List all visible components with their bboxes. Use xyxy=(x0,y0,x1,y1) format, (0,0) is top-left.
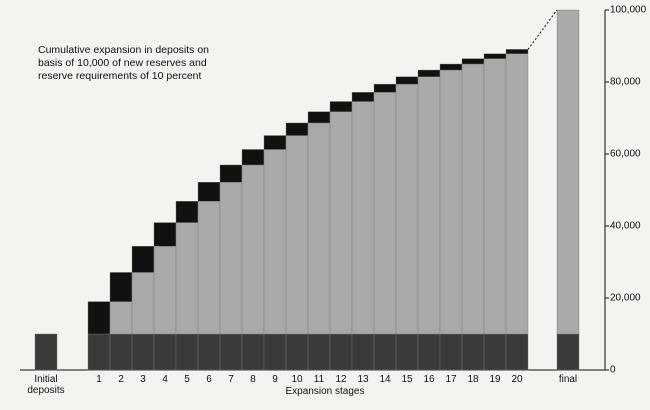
y-tick-label: 80,000 xyxy=(610,77,641,88)
x-tick-label: final xyxy=(558,374,578,385)
bar-segment xyxy=(307,122,331,335)
bar-segment xyxy=(329,111,353,335)
bar-segment xyxy=(109,333,133,371)
x-tick-label: Initial deposits xyxy=(27,374,65,396)
bar-segment xyxy=(439,63,463,71)
bar-segment xyxy=(263,149,287,335)
bar-segment xyxy=(109,301,133,335)
bar-segment xyxy=(439,69,463,335)
bar-segment xyxy=(285,333,309,371)
x-tick-label: 7 xyxy=(228,374,234,385)
bar-segment xyxy=(505,333,529,371)
bar-segment xyxy=(175,222,199,335)
bar-segment xyxy=(329,101,353,112)
bar-segment xyxy=(153,333,177,371)
bar-segment xyxy=(483,333,507,371)
bar-segment xyxy=(34,333,58,371)
bar-segment xyxy=(395,76,419,85)
bar-segment xyxy=(373,92,397,335)
bar-segment xyxy=(153,245,177,335)
bar-segment xyxy=(197,201,221,335)
x-tick-label: 19 xyxy=(489,374,501,385)
bar-segment xyxy=(439,333,463,371)
bar-segment xyxy=(285,122,309,136)
x-tick-label: 12 xyxy=(335,374,347,385)
bar-segment xyxy=(395,83,419,335)
bar-segment xyxy=(483,53,507,59)
bar-segment xyxy=(417,69,441,77)
bar-segment xyxy=(351,333,375,371)
bar-segment xyxy=(219,181,243,335)
bar-segment xyxy=(556,9,580,335)
y-tick-label: 60,000 xyxy=(610,149,641,160)
x-tick-label: 11 xyxy=(313,374,325,385)
bar-segment xyxy=(461,333,485,371)
bar-segment xyxy=(175,201,199,223)
bar-segment xyxy=(153,222,177,247)
bar-segment xyxy=(461,63,485,335)
x-tick-label: 18 xyxy=(467,374,479,385)
x-tick-label: 6 xyxy=(206,374,212,385)
bar-segment xyxy=(175,333,199,371)
bar-segment xyxy=(373,333,397,371)
x-tick-label: 10 xyxy=(291,374,303,385)
bar-segment xyxy=(285,135,309,335)
bar-segment xyxy=(556,333,580,371)
bar-segment xyxy=(241,164,265,335)
bar-segment xyxy=(131,272,155,335)
bar-segment xyxy=(109,272,133,302)
bar-segment xyxy=(395,333,419,371)
x-tick-label: 15 xyxy=(401,374,413,385)
bar-segment xyxy=(307,333,331,371)
annotation: Cumulative expansion in deposits on basi… xyxy=(38,44,210,82)
bar-segment xyxy=(307,111,331,124)
x-axis-label: Expansion stages xyxy=(285,386,365,397)
bar-segment xyxy=(373,83,397,93)
x-tick-label: 16 xyxy=(423,374,435,385)
bar-segment xyxy=(263,135,287,150)
x-tick-label: 8 xyxy=(250,374,256,385)
bar-segment xyxy=(197,181,221,202)
x-tick-label: 14 xyxy=(379,374,391,385)
bar-segment xyxy=(461,58,485,65)
bar-segment xyxy=(197,333,221,371)
y-tick-label: 20,000 xyxy=(610,293,641,304)
bar-segment xyxy=(351,101,375,335)
bar-segment xyxy=(87,301,111,335)
bar-segment xyxy=(417,76,441,335)
bar-segment xyxy=(483,58,507,335)
bar-segment xyxy=(329,333,353,371)
bar-segment xyxy=(241,149,265,166)
bar-segment xyxy=(87,333,111,371)
bar-segment xyxy=(131,245,155,273)
x-tick-label: 3 xyxy=(140,374,146,385)
x-tick-label: 9 xyxy=(272,374,278,385)
x-tick-label: 2 xyxy=(118,374,124,385)
x-tick-label: 1 xyxy=(96,374,102,385)
x-tick-label: 4 xyxy=(162,374,168,385)
x-tick-label: 17 xyxy=(445,374,457,385)
connector xyxy=(527,9,558,50)
bar-segment xyxy=(241,333,265,371)
x-tick-label: 5 xyxy=(184,374,190,385)
x-tick-label: 20 xyxy=(511,374,523,385)
y-tick-label: 40,000 xyxy=(610,221,641,232)
bar-segment xyxy=(351,92,375,102)
y-tick-label: 0 xyxy=(610,365,616,376)
y-tick-label: 100,000 xyxy=(610,5,647,16)
bar-segment xyxy=(131,333,155,371)
bar-segment xyxy=(505,49,529,54)
bar-segment xyxy=(263,333,287,371)
bar-segment xyxy=(219,333,243,371)
bar-segment xyxy=(505,53,529,335)
x-tick-label: 13 xyxy=(357,374,369,385)
bar-segment xyxy=(219,164,243,183)
bar-segment xyxy=(417,333,441,371)
